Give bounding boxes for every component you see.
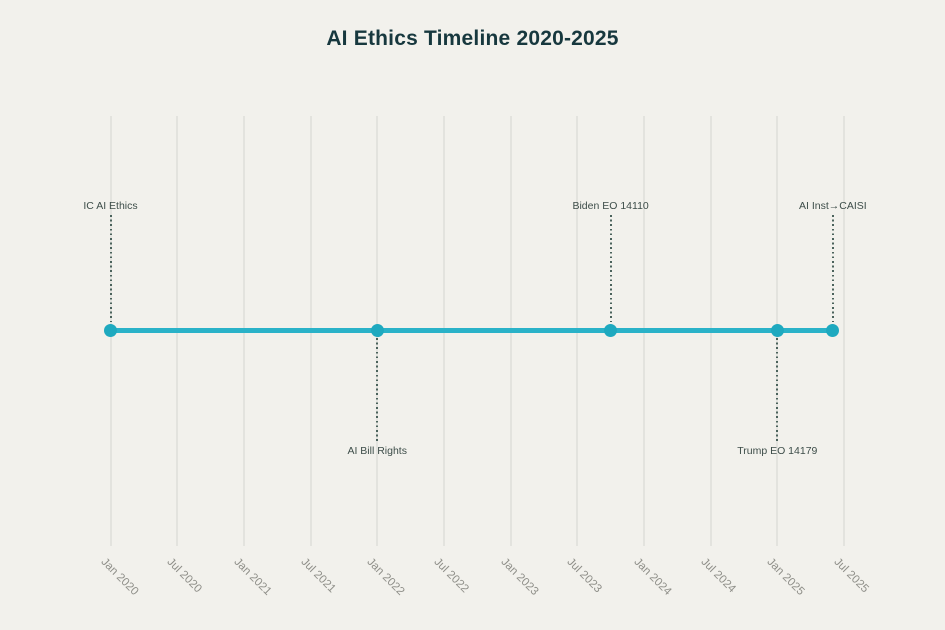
gridline	[843, 116, 845, 546]
x-tick-label: Jan 2025	[764, 556, 807, 598]
x-tick-label: Jul 2024	[698, 556, 738, 596]
event-connector	[109, 215, 112, 322]
x-tick-label: Jul 2022	[431, 556, 471, 596]
event-marker	[604, 323, 618, 337]
event-marker	[826, 323, 840, 337]
chart-title: AI Ethics Timeline 2020-2025	[326, 27, 619, 50]
event-marker	[104, 323, 117, 337]
event-label: Trump EO 14179	[737, 445, 818, 457]
timeline-line	[108, 327, 836, 333]
event-marker	[770, 323, 784, 337]
x-tick-label: Jul 2021	[298, 556, 338, 596]
x-tick-label: Jul 2023	[564, 556, 605, 596]
event-label: Biden EO 14110	[572, 200, 649, 212]
x-tick-label: Jul 2025	[831, 556, 871, 596]
event-connector	[831, 215, 834, 322]
event-label: IC AI Ethics	[83, 200, 138, 212]
x-tick-label: Jul 2020	[164, 556, 204, 596]
x-tick-label: Jan 2023	[498, 556, 541, 598]
event-marker	[370, 323, 384, 337]
x-tick-label: Jan 2022	[364, 556, 407, 598]
event-connector	[376, 338, 379, 443]
x-tick-label: Jan 2024	[631, 556, 674, 598]
event-label: AI Inst→CAISI	[799, 200, 867, 212]
event-label: AI Bill Rights	[347, 445, 407, 457]
event-connector	[609, 215, 612, 322]
x-tick-label: Jan 2020	[98, 556, 140, 598]
event-connector	[776, 338, 779, 443]
x-tick-label: Jan 2021	[231, 556, 274, 598]
